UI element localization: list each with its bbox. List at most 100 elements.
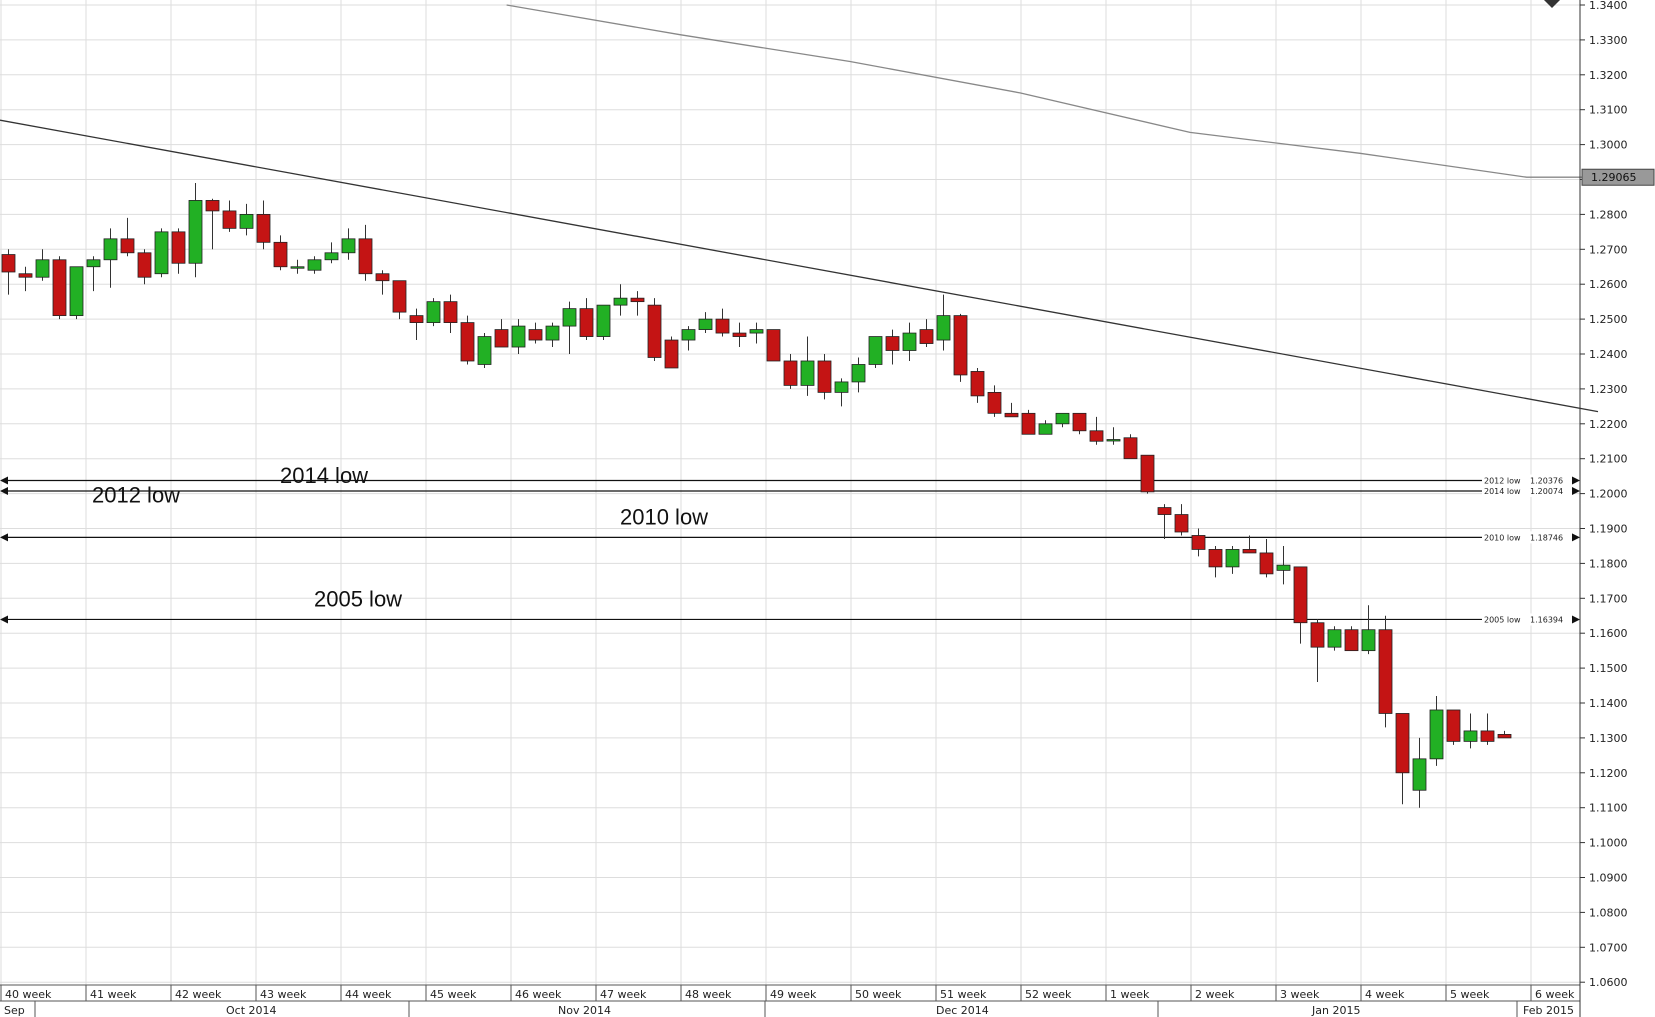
y-tick-label: 1.2600 [1589, 278, 1628, 291]
candle-down [1089, 430, 1104, 442]
x-week-label: 47 week [600, 988, 647, 1001]
candle-down [1, 254, 16, 273]
y-tick-label: 1.1400 [1589, 697, 1628, 710]
candle-down [647, 304, 662, 358]
level-annotation: 2005 low [314, 586, 402, 611]
candle-down [630, 297, 645, 303]
candle-down [579, 308, 594, 337]
x-week-label: 48 week [685, 988, 732, 1001]
moving-average-line [506, 4, 1590, 178]
y-tick-label: 1.1100 [1589, 802, 1628, 815]
level-tag-bg [1482, 531, 1572, 544]
candle-up [341, 238, 356, 254]
candle-up [86, 259, 101, 268]
candle-down [1293, 566, 1308, 624]
candle-up [1055, 412, 1070, 425]
candle-down [664, 339, 679, 369]
candle-down [1497, 734, 1512, 739]
level-arrow-right [1572, 476, 1580, 485]
level-value: 1.18746 [1530, 533, 1563, 542]
x-week-label: 5 week [1450, 988, 1490, 1001]
y-tick-label: 1.3000 [1589, 139, 1628, 152]
candle-up [1463, 730, 1478, 742]
x-week-label: 49 week [770, 988, 817, 1001]
y-tick-label: 1.1300 [1589, 732, 1628, 745]
current-price-label: 1.29065 [1591, 171, 1637, 184]
candle-down [171, 231, 186, 264]
level-tag-bg [1482, 613, 1572, 626]
candle-up [698, 318, 713, 330]
candle-down [1004, 412, 1019, 418]
x-week-label: 3 week [1280, 988, 1320, 1001]
y-tick-label: 1.1800 [1589, 557, 1628, 570]
candle-down [1344, 629, 1359, 652]
candle-down [953, 315, 968, 376]
candle-down [494, 329, 509, 348]
level-arrow-left [0, 615, 8, 624]
level-annotation: 2014 low [280, 463, 368, 488]
x-axis: 40 week 41 week 42 week 43 week 44 week 45 we… [0, 984, 1580, 1017]
candle-down [732, 332, 747, 337]
level-value: 1.20074 [1530, 487, 1563, 496]
level-tag: 2010 low [1484, 533, 1521, 542]
y-tick-label: 1.2700 [1589, 243, 1628, 256]
candle-up [1038, 423, 1053, 435]
x-week-label: 1 week [1110, 988, 1150, 1001]
y-tick-label: 1.3200 [1589, 69, 1628, 82]
y-tick-label: 1.2500 [1589, 313, 1628, 326]
grid [0, 0, 1580, 985]
trendline [0, 119, 1599, 413]
candle-down [256, 213, 271, 243]
level-arrow-left [0, 476, 8, 485]
x-week-label: 43 week [260, 988, 307, 1001]
candle-down [1174, 514, 1189, 533]
candle-down [1480, 730, 1495, 742]
candle-down [987, 391, 1002, 414]
x-month-label: Sep [4, 1004, 25, 1017]
x-week-label: 45 week [430, 988, 477, 1001]
candle-down [1140, 454, 1155, 493]
candle-down [1157, 507, 1172, 515]
y-tick-label: 1.2000 [1589, 488, 1628, 501]
candle-down [1242, 549, 1257, 554]
candle-down [120, 238, 135, 254]
level-tag: 2014 low [1484, 487, 1521, 496]
x-week-label: 42 week [175, 988, 222, 1001]
candle-up [1106, 439, 1121, 442]
x-week-label: 46 week [515, 988, 562, 1001]
candle-down [358, 238, 373, 275]
candle-down [443, 301, 458, 323]
candle-up [1429, 709, 1444, 760]
candle-down [1208, 549, 1223, 568]
x-week-label: 40 week [5, 988, 52, 1001]
y-tick-label: 1.3400 [1589, 0, 1628, 12]
y-tick-label: 1.2800 [1589, 208, 1628, 221]
candle-down [222, 210, 237, 229]
x-week-label: 51 week [940, 988, 987, 1001]
candle-down [1395, 713, 1410, 774]
candle-down [1310, 622, 1325, 648]
y-tick-label: 1.2400 [1589, 348, 1628, 361]
x-week-label: 50 week [855, 988, 902, 1001]
candle-up [834, 381, 849, 393]
candle-up [936, 315, 951, 341]
level-tag: 2012 low [1484, 476, 1521, 485]
candle-up [35, 259, 50, 278]
candle-up [324, 252, 339, 261]
scroll-marker-icon [1544, 0, 1560, 8]
level-arrow-left [0, 487, 8, 496]
x-month-label: Feb 2015 [1523, 1004, 1574, 1017]
y-tick-label: 1.0700 [1589, 941, 1628, 954]
y-tick-label: 1.3100 [1589, 104, 1628, 117]
candles [1, 182, 1512, 808]
candle-down [1072, 412, 1087, 432]
y-tick-label: 1.1200 [1589, 767, 1628, 780]
level-arrow-right [1572, 615, 1580, 624]
candle-down [18, 273, 33, 278]
candle-up [681, 329, 696, 341]
x-week-label: 44 week [345, 988, 392, 1001]
y-tick-label: 1.2100 [1589, 453, 1628, 466]
level-tag-bg [1482, 474, 1572, 487]
candle-down [1446, 709, 1461, 742]
candle-up [477, 336, 492, 365]
